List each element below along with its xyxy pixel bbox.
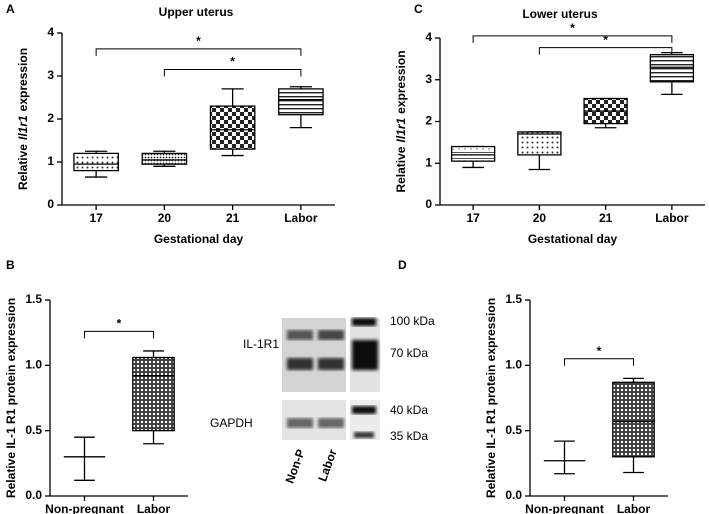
panel-letter: D	[398, 258, 407, 272]
blot-target: GAPDH	[210, 416, 253, 430]
y-tick-label: 4	[425, 30, 432, 44]
x-axis-label: Gestational day	[154, 232, 244, 246]
y-axis-label-part: Il1r1	[16, 115, 30, 140]
ladder-band	[352, 406, 376, 414]
box	[612, 381, 655, 458]
x-tick-label: Labor	[617, 502, 651, 514]
blot-lane: Non-P	[283, 447, 308, 485]
x-tick-label: 17	[89, 211, 103, 225]
x-tick-label: 21	[599, 211, 613, 225]
significance-bracket	[163, 69, 302, 77]
chart-title: Upper uterus	[159, 5, 234, 19]
significance-bracket	[472, 35, 673, 43]
y-axis-label-part: expression	[394, 50, 408, 113]
x-tick-label: Non-pregnant	[45, 502, 124, 514]
significance-bracket	[538, 47, 673, 55]
y-axis-label-part: Relative IL-1 R1 protein expression	[4, 298, 18, 498]
y-tick-label: 1.0	[25, 358, 42, 372]
x-tick-label: 20	[533, 211, 547, 225]
y-tick-label: 0	[47, 197, 54, 211]
box	[517, 131, 562, 156]
box	[209, 105, 256, 150]
blot-band	[318, 330, 344, 340]
blot-marker: 35 kDa	[390, 429, 428, 443]
ladder-band	[354, 432, 374, 438]
blot-marker: 40 kDa	[390, 403, 428, 417]
chart-title: Lower uterus	[522, 7, 598, 21]
y-axis-label: Relative Il1r1 expression	[16, 48, 30, 190]
y-tick-label: 1.5	[505, 292, 522, 306]
y-tick-label: 4	[47, 25, 54, 39]
significance-bracket	[95, 48, 302, 56]
x-tick-label: Labor	[137, 502, 171, 514]
y-tick-label: 0.5	[505, 423, 522, 437]
box	[141, 152, 188, 165]
blot-band	[318, 358, 344, 370]
blot-lane: Labor	[315, 447, 340, 483]
y-tick-label: 2	[425, 114, 432, 128]
y-tick-label: 3	[47, 68, 54, 82]
y-axis-label: Relative IL-1 R1 protein expression	[484, 298, 498, 498]
blot-marker: 100 kDa	[390, 314, 435, 328]
blot-band	[287, 358, 313, 370]
y-tick-label: 0.0	[25, 488, 42, 502]
significance-bracket	[84, 330, 154, 339]
y-axis-label-part: Relative	[16, 144, 30, 190]
box	[278, 88, 324, 116]
significance-bracket	[564, 358, 634, 366]
significance-label: *	[603, 33, 608, 47]
significance-label: *	[597, 344, 602, 358]
ladder-band	[352, 318, 376, 326]
ladder-band	[352, 340, 378, 370]
y-axis-label-part: Relative	[394, 146, 408, 192]
y-tick-label: 3	[425, 72, 432, 86]
y-axis-label-part: Relative IL-1 R1 protein expression	[484, 298, 498, 498]
y-tick-label: 0	[425, 197, 432, 211]
panel-letter: C	[414, 2, 423, 16]
y-tick-label: 1	[425, 155, 432, 169]
x-tick-label: 20	[158, 211, 172, 225]
y-tick-label: 1.5	[25, 292, 42, 306]
x-tick-label: Labor	[655, 211, 689, 225]
y-tick-label: 2	[47, 111, 54, 125]
y-axis-label: Relative Il1r1 expression	[394, 50, 408, 192]
y-tick-label: 0.5	[25, 423, 42, 437]
y-axis-label-part: expression	[16, 48, 30, 111]
x-tick-label: Non-pregnant	[525, 502, 604, 514]
blot-target: IL-1R1	[243, 337, 279, 351]
significance-label: *	[230, 55, 235, 69]
significance-label: *	[570, 21, 575, 35]
x-tick-label: Labor	[284, 211, 318, 225]
blot-band	[287, 330, 313, 340]
blot-band	[318, 418, 344, 428]
x-tick-label: 21	[226, 211, 240, 225]
box	[649, 54, 695, 83]
x-tick-label: 17	[466, 211, 480, 225]
blot-membrane	[282, 318, 346, 392]
box	[73, 152, 119, 172]
y-axis-label-part: Il1r1	[394, 118, 408, 143]
box	[450, 145, 496, 162]
significance-label: *	[196, 34, 201, 48]
western-blot: IL-1R1 GAPDH 100 kDa 70 kDa 40 kDa 35 kD…	[210, 314, 435, 485]
y-tick-label: 0.0	[505, 488, 522, 502]
y-tick-label: 1.0	[505, 358, 522, 372]
panel-letter: B	[6, 258, 15, 272]
y-tick-label: 1	[47, 154, 54, 168]
blot-marker: 70 kDa	[390, 346, 428, 360]
blot-band	[287, 418, 313, 428]
y-axis-label: Relative IL-1 R1 protein expression	[4, 298, 18, 498]
box	[132, 356, 175, 432]
significance-label: *	[117, 317, 122, 331]
panel-letter: A	[6, 2, 15, 16]
x-axis-label: Gestational day	[528, 232, 618, 246]
